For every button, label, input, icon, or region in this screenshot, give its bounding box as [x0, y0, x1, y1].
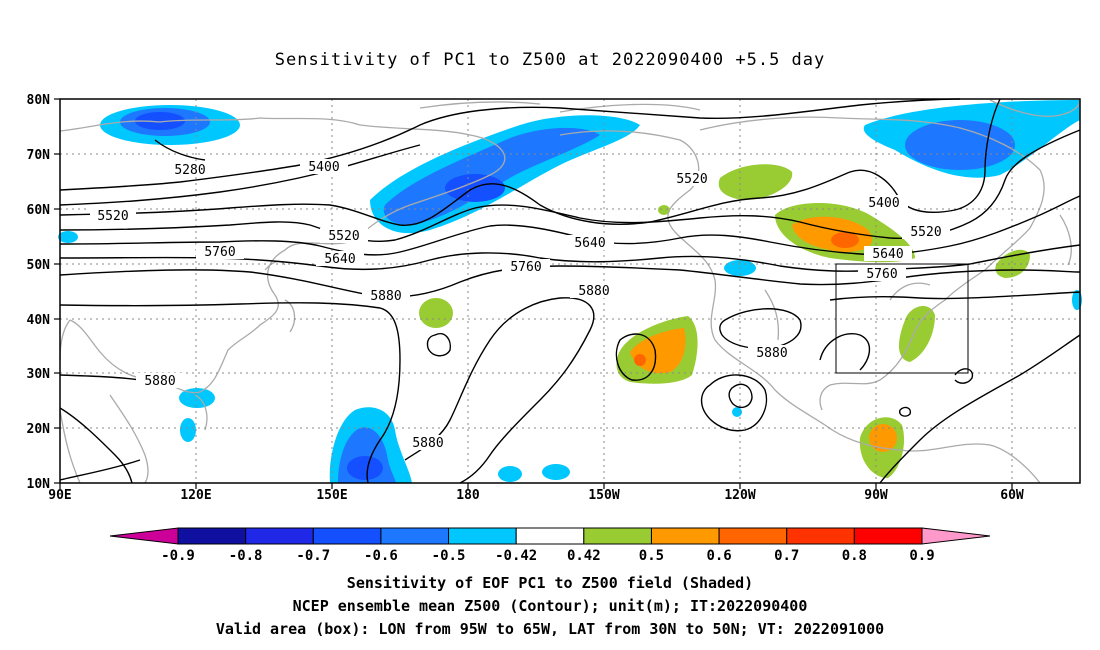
lat-label: 50N — [27, 258, 51, 273]
colorbar-label: -0.42 — [495, 548, 537, 564]
contour-label: 5640 — [324, 252, 355, 267]
colorbar-cell — [515, 527, 585, 545]
colorbar-label: -0.8 — [229, 548, 263, 564]
shade-cyan — [180, 418, 196, 442]
lat-label: 40N — [27, 313, 51, 328]
shading-layer — [58, 100, 1082, 483]
colorbar-label: 0.42 — [567, 548, 601, 564]
contour-label: 5280 — [174, 163, 205, 178]
shade-green — [718, 164, 793, 200]
colorbar-low-arrow — [109, 527, 179, 545]
valid-area-box — [835, 263, 969, 374]
shade-blue — [905, 120, 1015, 170]
shade-cyan — [542, 464, 570, 480]
lat-label: 80N — [27, 93, 51, 108]
shade-green — [658, 205, 670, 215]
contour-label: 5520 — [676, 172, 707, 187]
colorbar-high-arrow — [921, 527, 991, 545]
colorbar-cell — [853, 527, 923, 545]
caption-contour: NCEP ensemble mean Z500 (Contour); unit(… — [292, 597, 808, 615]
colorbar-cell — [650, 527, 720, 545]
contour-label: 5880 — [144, 374, 175, 389]
shade-darkblue — [135, 112, 185, 130]
colorbar-cell — [786, 527, 855, 545]
longitude-labels: 90E 120E 150E 180 150W 120W 90W 60W — [48, 488, 1024, 503]
colorbar-cell — [583, 527, 652, 545]
grid-lines — [60, 99, 1080, 483]
shade-darkblue — [347, 456, 383, 480]
lon-label: 90E — [48, 488, 71, 503]
lat-label: 70N — [27, 148, 51, 163]
contour-label: 5520 — [97, 209, 128, 224]
contour-label: 5760 — [204, 245, 235, 260]
contour-label: 5760 — [510, 260, 541, 275]
shade-cyan — [732, 407, 742, 417]
lon-label: 60W — [1000, 488, 1024, 503]
colorbar-cell — [312, 527, 382, 545]
shade-cyan — [179, 388, 215, 408]
shade-cyan — [58, 231, 78, 243]
colorbar-label: -0.7 — [296, 548, 330, 564]
contour-label: 5880 — [756, 346, 787, 361]
caption-shading: Sensitivity of EOF PC1 to Z500 field (Sh… — [346, 574, 754, 592]
contour-label: 5640 — [872, 247, 903, 262]
lon-label: 180 — [456, 488, 480, 503]
tick-marks — [54, 98, 1013, 489]
map-title: Sensitivity of PC1 to Z500 at 2022090400… — [274, 50, 826, 70]
lat-label: 60N — [27, 203, 51, 218]
colorbar-label: -0.6 — [364, 548, 398, 564]
colorbar-cell — [718, 527, 788, 545]
lat-label: 20N — [27, 422, 51, 437]
lon-label: 120E — [180, 488, 211, 503]
contour-label: 5400 — [308, 160, 339, 175]
colorbar-label: -0.9 — [161, 548, 195, 564]
colorbar-label: -0.5 — [432, 548, 466, 564]
shade-green — [419, 298, 453, 328]
lon-label: 150E — [316, 488, 347, 503]
latitude-labels: 80N 70N 60N 50N 40N 30N 20N 10N — [27, 93, 51, 492]
contour-label: 5880 — [412, 436, 443, 451]
colorbar-label: 0.6 — [706, 548, 731, 564]
caption-valid-area: Valid area (box): LON from 95W to 65W, L… — [215, 620, 885, 638]
colorbar-cell — [448, 527, 517, 545]
lat-label: 10N — [27, 477, 51, 492]
contour-label: 5400 — [868, 196, 899, 211]
colorbar-label: 0.7 — [774, 548, 799, 564]
contour-label: 5760 — [866, 267, 897, 282]
colorbar-label: 0.5 — [639, 548, 664, 564]
contour-label: 5880 — [578, 284, 609, 299]
shade-darkorange — [831, 232, 859, 248]
contour-label: 5520 — [328, 229, 359, 244]
colorbar-label: 0.9 — [909, 548, 934, 564]
lon-label: 120W — [724, 488, 755, 503]
z500-contours — [59, 98, 1081, 484]
contour-label-layer: 5280 5400 5520 5520 5640 5760 5880 5880 … — [90, 159, 950, 451]
shade-darkorange — [634, 354, 646, 366]
lon-label: 90W — [864, 488, 888, 503]
colorbar-cell — [245, 527, 314, 545]
map-frame — [59, 98, 1081, 484]
contour-label: 5640 — [574, 236, 605, 251]
colorbar-cell — [380, 527, 450, 545]
contour-label: 5880 — [370, 289, 401, 304]
shade-blue — [383, 127, 600, 225]
lat-label: 30N — [27, 367, 51, 382]
colorbar: -0.9 -0.8 -0.7 -0.6 -0.5 -0.42 0.42 0.5 0.6 0.7 0.… — [109, 527, 991, 564]
lon-label: 150W — [588, 488, 619, 503]
colorbar-cell — [177, 527, 247, 545]
colorbar-label: 0.8 — [842, 548, 867, 564]
contour-label: 5520 — [910, 225, 941, 240]
shade-cyan — [498, 466, 522, 482]
